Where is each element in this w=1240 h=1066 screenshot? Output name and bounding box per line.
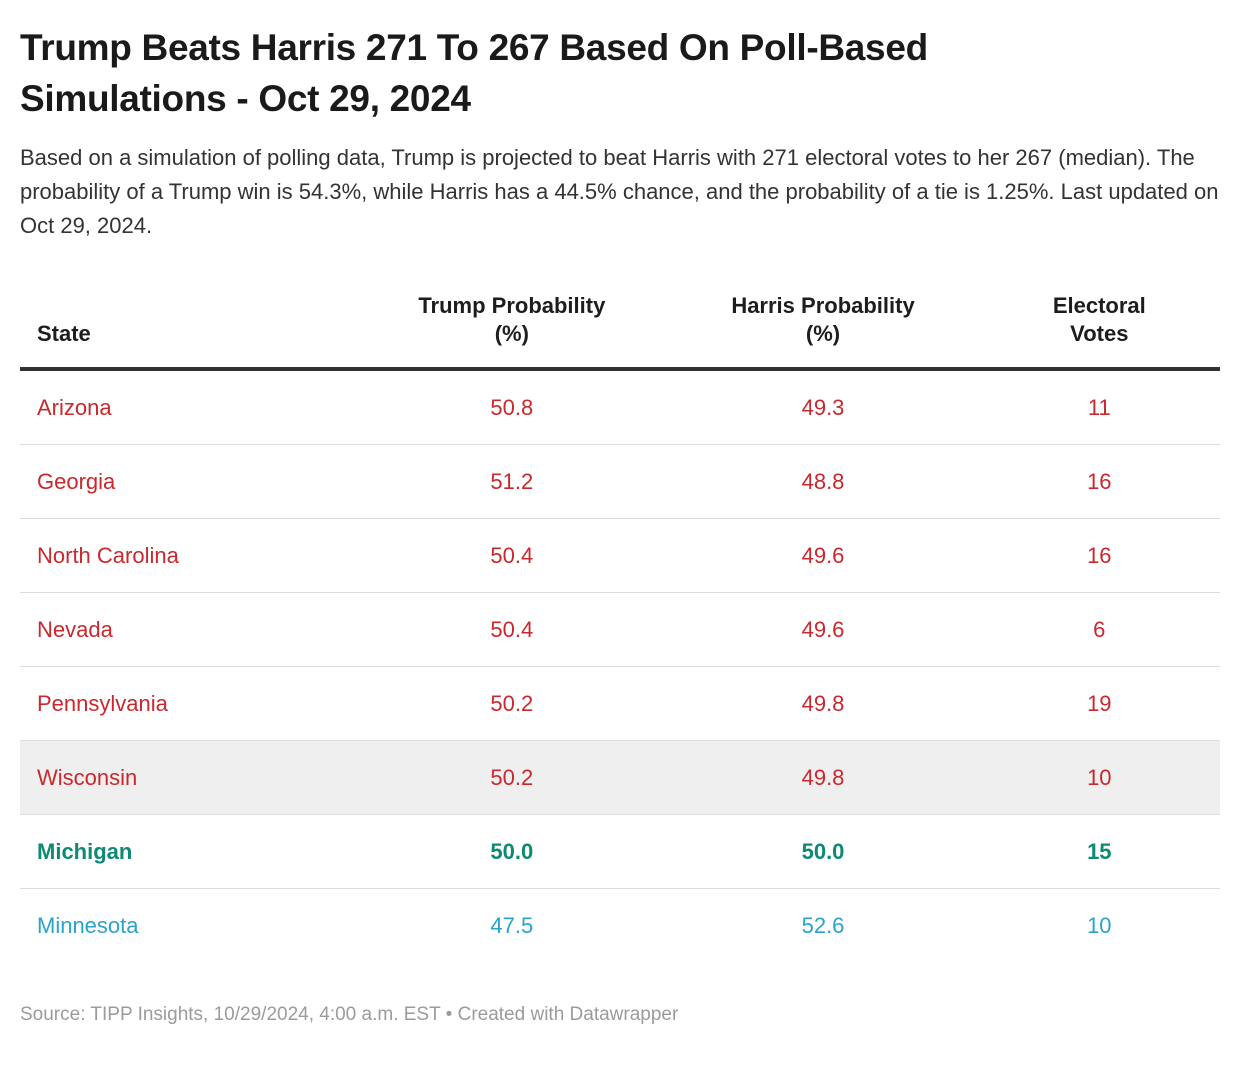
trump-probability-cell: 50.4	[356, 592, 668, 667]
harris-probability-cell: 49.6	[667, 518, 979, 593]
state-cell: Michigan	[20, 814, 357, 889]
trump-probability-cell: 50.2	[356, 666, 668, 741]
state-cell: Arizona	[37, 394, 112, 420]
electoral-votes-cell: 11	[1087, 394, 1111, 420]
trump-probability-cell: 47.5	[356, 888, 668, 962]
state-cell: Pennsylvania	[20, 666, 357, 741]
harris-probability-cell: 49.8	[667, 740, 979, 815]
state-cell: Nevada	[20, 592, 357, 667]
page-title-line-1: Trump Beats Harris 271 To 267 Based On P…	[20, 27, 928, 68]
electoral-votes-cell: 16	[978, 444, 1220, 519]
datawrapper-attribution-link[interactable]: Created with Datawrapper	[457, 1004, 679, 1025]
trump-probability-cell: 50.0	[356, 814, 668, 889]
harris-probability-cell: 49.8	[667, 666, 979, 741]
state-cell: North Carolina	[20, 518, 357, 593]
trump-probability-cell: 51.2	[356, 444, 668, 519]
harris-probability-cell: 52.6	[667, 888, 979, 962]
table-row-wisconsin: Wisconsin 50.2 49.8 10	[20, 740, 1220, 815]
table-header-row: State Trump Probability (%) Harris Proba…	[20, 292, 1220, 371]
electoral-votes-cell: 10	[978, 740, 1220, 815]
state-cell: Georgia	[20, 444, 357, 519]
page-title-line-2: Simulations - Oct 29, 2024	[20, 78, 471, 119]
table-row-minnesota: Minnesota 47.5 52.6 10	[20, 888, 1220, 962]
harris-probability-cell: 50.0	[667, 814, 979, 889]
electoral-votes-cell: 10	[978, 888, 1220, 962]
column-header-electoral-votes: Electoral Votes	[978, 292, 1220, 371]
trump-probability-cell: 50.8	[490, 394, 534, 420]
harris-probability-cell: 49.6	[667, 592, 979, 667]
state-cell: Wisconsin	[20, 740, 357, 815]
electoral-votes-cell: 6	[978, 592, 1220, 667]
table-row-pennsylvania: Pennsylvania 50.2 49.8 19	[20, 666, 1220, 741]
footer-separator: •	[445, 1004, 453, 1025]
state-cell: Minnesota	[20, 888, 357, 962]
column-header-harris-probability: Harris Probability (%)	[667, 292, 979, 371]
chart-description: Based on a simulation of polling data, T…	[20, 145, 1219, 238]
table-row-north-carolina: North Carolina 50.4 49.6 16	[20, 518, 1220, 593]
source-text: Source: TIPP Insights, 10/29/2024, 4:00 …	[20, 1004, 441, 1025]
trump-probability-cell: 50.2	[356, 740, 668, 815]
column-header-state: State	[20, 292, 357, 371]
electoral-votes-cell: 16	[978, 518, 1220, 593]
column-header-trump-probability: Trump Probability (%)	[356, 292, 668, 371]
table-row-arizona: Arizona 50.8 49.3 11	[20, 369, 1220, 445]
electoral-votes-cell: 15	[978, 814, 1220, 889]
harris-probability-cell: 49.3	[801, 394, 845, 420]
electoral-votes-cell: 19	[978, 666, 1220, 741]
table-row-michigan: Michigan 50.0 50.0 15	[20, 814, 1220, 889]
chart-footer: Source: TIPP Insights, 10/29/2024, 4:00 …	[20, 1004, 1220, 1026]
table-row-georgia: Georgia 51.2 48.8 16	[20, 444, 1220, 519]
trump-probability-cell: 50.4	[356, 518, 668, 593]
page-title: Trump Beats Harris 271 To 267 Based On P…	[20, 0, 1220, 124]
election-simulation-table: State Trump Probability (%) Harris Proba…	[20, 292, 1220, 962]
table-row-nevada: Nevada 50.4 49.6 6	[20, 592, 1220, 667]
harris-probability-cell: 48.8	[667, 444, 979, 519]
